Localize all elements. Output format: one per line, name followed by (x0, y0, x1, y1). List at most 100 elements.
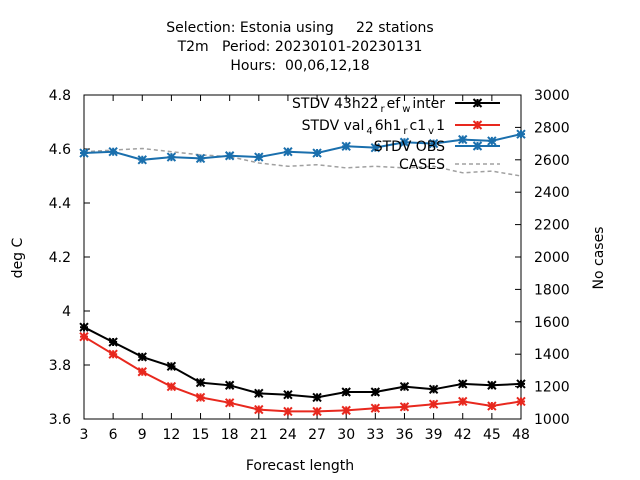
y2-tick-label: 1200 (534, 380, 570, 396)
legend-label: STDV OBS (374, 139, 445, 155)
y2-tick-label: 3000 (534, 88, 570, 104)
y2-tick-label: 1400 (534, 347, 570, 363)
data-point (166, 152, 177, 162)
legend-label-part: inter (412, 96, 445, 112)
x-tick-label: 36 (396, 427, 414, 443)
x-axis-ticks: 3 6 9 12 15 18 21 24 27 30 33 36 39 42 45 48 (80, 95, 530, 443)
data-point (108, 349, 118, 359)
title-line-3: Hours: 00,06,12,18 (230, 58, 369, 74)
data-point (516, 379, 526, 389)
y-tick-label: 4 (62, 304, 71, 320)
legend-label-part: STDV OBS (374, 139, 445, 155)
series-3 (83, 147, 522, 177)
data-point (458, 396, 468, 407)
series-layer (79, 129, 526, 417)
data-point (370, 387, 381, 397)
legend-label-part: 1 (436, 118, 445, 134)
data-point (254, 388, 264, 399)
y-tick-label: 3.6 (49, 412, 71, 428)
data-point (224, 398, 235, 408)
x-tick-label: 12 (162, 427, 180, 443)
x-tick-label: 48 (512, 427, 530, 443)
x-tick-label: 33 (366, 427, 384, 443)
legend-label-part: c1 (410, 118, 427, 134)
data-point (195, 153, 206, 164)
x-tick-label: 42 (454, 427, 472, 443)
series-1 (79, 331, 526, 417)
x-tick-label: 39 (425, 427, 443, 443)
y2-axis-ticks: 1000 1200 1400 1600 1800 2000 2200 2400 2600 2800… (515, 88, 570, 428)
data-point (487, 380, 497, 390)
y-tick-label: 4.6 (49, 142, 71, 158)
y2-tick-label: 1600 (534, 315, 570, 331)
data-point (79, 331, 89, 342)
legend-label-part: r (403, 126, 408, 137)
data-point (516, 129, 526, 139)
data-point (312, 406, 322, 417)
data-point (428, 138, 439, 149)
y2-tick-label: 2000 (534, 250, 570, 266)
data-point (108, 146, 118, 157)
legend-sample-marker (472, 98, 483, 108)
y2-tick-label: 2800 (534, 120, 570, 136)
y-tick-label: 4.4 (49, 196, 71, 212)
legend-label-part: r (381, 104, 386, 115)
x-tick-label: 27 (308, 427, 326, 443)
data-point (428, 384, 439, 395)
data-point (428, 399, 439, 409)
data-point (166, 381, 177, 392)
x-tick-label: 3 (80, 427, 89, 443)
data-point (283, 389, 293, 400)
data-point (195, 392, 206, 403)
data-point (312, 392, 322, 403)
title-line-1: Selection: Estonia using 22 stations (166, 20, 433, 36)
y-tick-label: 4.2 (49, 250, 71, 266)
data-point (370, 403, 381, 413)
legend-entry: STDV val 4 6h1 r c1 v 1 (302, 118, 500, 137)
legend-sample-marker (472, 120, 483, 130)
data-point (137, 352, 147, 362)
data-point (399, 381, 410, 392)
y2-tick-label: 1000 (534, 412, 570, 428)
legend-label: CASES (399, 157, 445, 173)
legend-entry: STDV OBS (374, 139, 500, 155)
data-point (283, 406, 293, 417)
data-point (312, 148, 322, 158)
x-tick-label: 21 (250, 427, 268, 443)
x-tick-label: 6 (109, 427, 118, 443)
data-point (254, 404, 264, 415)
series-0 (79, 322, 526, 403)
series-line (83, 335, 522, 413)
data-point (341, 387, 351, 397)
legend-label-part: STDV 43h22 (292, 96, 379, 112)
data-point (224, 380, 235, 390)
legend-label-part: 6h1 (375, 118, 402, 134)
x-tick-label: 15 (192, 427, 210, 443)
y-tick-label: 4.8 (49, 88, 71, 104)
data-point (458, 134, 468, 145)
legend-label-part: ef (387, 96, 402, 112)
x-tick-label: 18 (221, 427, 239, 443)
data-point (79, 148, 89, 158)
legend-entry: CASES (399, 157, 500, 173)
series-line (83, 147, 522, 177)
y-axis-label: deg C (10, 237, 26, 278)
legend-label: STDV 43h22 r ef w inter (292, 96, 445, 115)
data-point (195, 377, 206, 388)
y-tick-label: 3.8 (49, 358, 71, 374)
title-line-2: T2m Period: 20230101-20230131 (177, 39, 423, 55)
legend-label: STDV val 4 6h1 r c1 v 1 (302, 118, 445, 137)
legend-label-part: STDV val (302, 118, 365, 134)
data-point (224, 151, 235, 161)
y2-tick-label: 2200 (534, 218, 570, 234)
series-line (83, 133, 522, 161)
data-point (283, 146, 293, 157)
data-point (341, 141, 351, 152)
plot-frame (83, 94, 522, 420)
x-tick-label: 9 (138, 427, 147, 443)
data-point (79, 322, 89, 332)
data-point (108, 337, 118, 347)
y2-axis-label: No cases (591, 227, 607, 290)
